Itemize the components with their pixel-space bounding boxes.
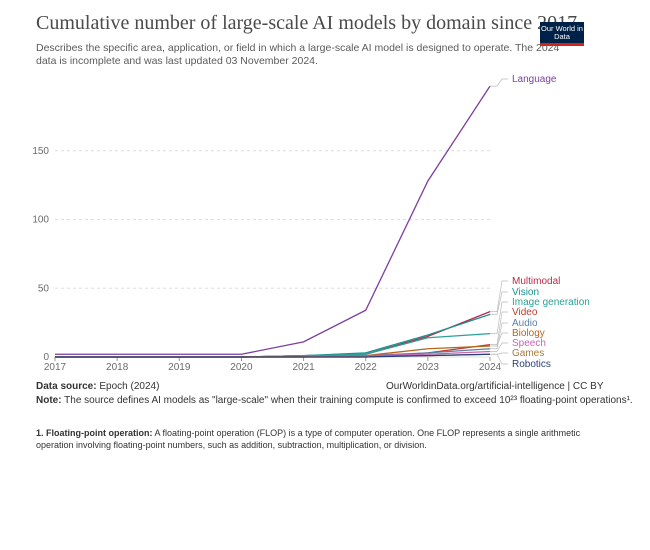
y-axis-ticks: 0 50 100 150 bbox=[32, 146, 49, 363]
data-source: Data source: Epoch (2024) bbox=[36, 381, 159, 392]
x-tick-label: 2021 bbox=[292, 362, 315, 373]
grid-lines bbox=[55, 150, 490, 358]
x-tick-label: 2018 bbox=[106, 362, 129, 373]
series-label-image-generation: Image generation bbox=[512, 297, 590, 308]
note-text: The source defines AI models as "large-s… bbox=[64, 395, 633, 406]
label-connector bbox=[490, 280, 508, 312]
x-tick-label: 2024 bbox=[479, 362, 502, 373]
series-line-multimodal bbox=[55, 311, 491, 358]
footnote-text: A floating-point operation (FLOP) is a t… bbox=[36, 428, 581, 450]
chart-subtitle: Describes the specific area, application… bbox=[36, 42, 560, 67]
label-connector bbox=[490, 301, 508, 334]
chart-title: Cumulative number of large-scale AI mode… bbox=[36, 12, 578, 34]
label-connector bbox=[490, 353, 508, 365]
footnote-label: 1. Floating-point operation: bbox=[36, 428, 153, 438]
x-tick-label: 2022 bbox=[355, 362, 378, 373]
x-tick-label: 2019 bbox=[168, 362, 191, 373]
y-tick-label: 100 bbox=[32, 215, 49, 226]
owid-logo[interactable]: Our World in Data bbox=[540, 22, 584, 46]
series-label-robotics: Robotics bbox=[512, 359, 551, 370]
label-connector bbox=[490, 291, 508, 315]
series-label-biology: Biology bbox=[512, 328, 545, 339]
series-label-audio: Audio bbox=[512, 318, 538, 329]
note-label: Note: bbox=[36, 395, 62, 406]
x-tick-label: 2023 bbox=[417, 362, 440, 373]
label-connector bbox=[490, 322, 508, 350]
credit-link[interactable]: OurWorldinData.org/artificial-intelligen… bbox=[386, 381, 604, 392]
y-tick-label: 50 bbox=[38, 283, 50, 294]
series-label-language: Language bbox=[512, 74, 557, 85]
label-connector bbox=[490, 332, 508, 347]
x-axis-ticks: 2017 2018 2019 2020 2021 2022 2023 2024 bbox=[44, 357, 502, 373]
series-label-games: Games bbox=[512, 348, 544, 359]
footnote: 1. Floating-point operation: A floating-… bbox=[36, 427, 596, 451]
series-line-robotics bbox=[55, 353, 491, 358]
x-tick-label: 2020 bbox=[230, 362, 253, 373]
source-value[interactable]: Epoch (2024) bbox=[99, 381, 160, 392]
series-line-language bbox=[55, 85, 491, 355]
series-label-vision: Vision bbox=[512, 287, 539, 298]
label-connector bbox=[490, 78, 508, 87]
series-lines bbox=[55, 85, 491, 358]
y-tick-label: 150 bbox=[32, 146, 49, 157]
series-line-vision bbox=[55, 313, 491, 358]
x-tick-label: 2017 bbox=[44, 362, 67, 373]
source-label: Data source: bbox=[36, 381, 97, 392]
series-label-video: Video bbox=[512, 307, 538, 318]
series-label-speech: Speech bbox=[512, 338, 546, 349]
note: Note: The source defines AI models as "l… bbox=[36, 395, 633, 406]
label-connector bbox=[490, 311, 508, 345]
label-connector bbox=[490, 342, 508, 352]
series-label-multimodal: Multimodal bbox=[512, 276, 560, 287]
y-tick-label: 0 bbox=[43, 352, 49, 363]
